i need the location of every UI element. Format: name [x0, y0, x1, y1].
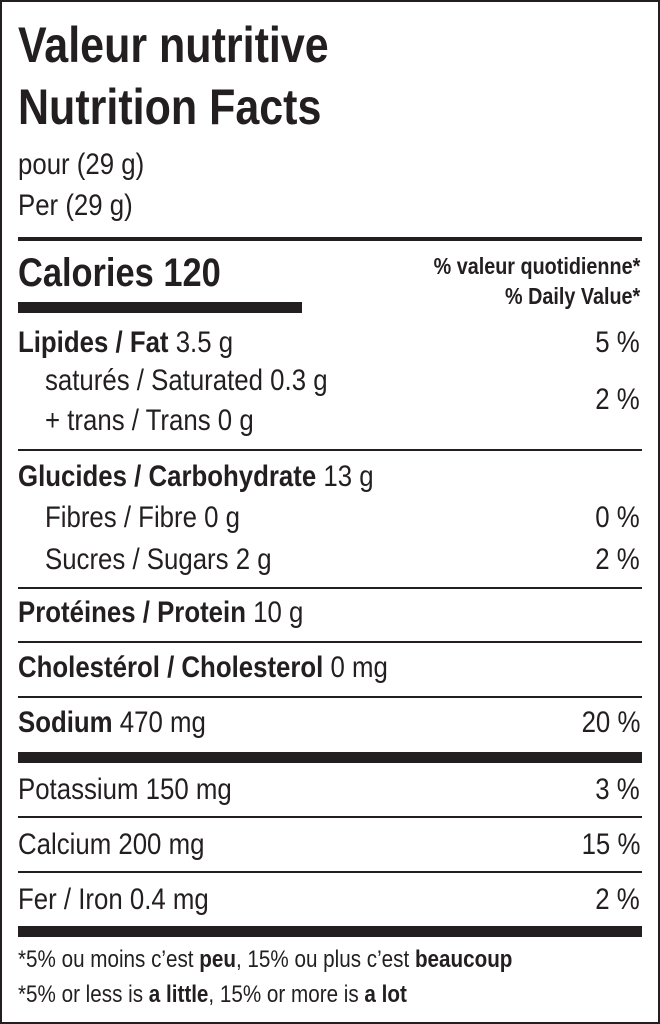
divider [18, 871, 642, 873]
footnote-en-text: *5% or less is [18, 981, 149, 1008]
protein-label: Protéines / Protein [18, 596, 246, 629]
footnote-fr-bold: peu [199, 946, 236, 973]
sugars-row: Sucres / Sugars 2 g [45, 545, 272, 575]
sodium-row: Sodium 470 mg [18, 708, 206, 738]
fibre-label: Fibres / Fibre [45, 501, 197, 534]
cholesterol-row: Cholestérol / Cholesterol 0 mg [18, 653, 388, 683]
calcium-dv: 15 % [581, 828, 640, 861]
saturated-label: saturés / Saturated [45, 364, 263, 397]
footnote-en-bold: a lot [364, 981, 407, 1008]
calcium-amount: 200 mg [118, 828, 205, 861]
fibre-amount: 0 g [204, 501, 241, 534]
sodium-label: Sodium [18, 706, 113, 739]
potassium-amount: 150 mg [145, 773, 232, 806]
calories-value: 120 [163, 251, 221, 295]
protein-row: Protéines / Protein 10 g [18, 598, 303, 628]
calcium-row: Calcium 200 mg [18, 830, 204, 860]
carb-label: Glucides / Carbohydrate [18, 460, 317, 493]
cholesterol-label: Cholestérol / Cholesterol [18, 651, 324, 684]
potassium-label: Potassium [18, 773, 139, 806]
trans-amount: 0 g [217, 404, 254, 437]
divider-thick [18, 926, 642, 937]
carb-amount: 13 g [323, 460, 374, 493]
divider [18, 237, 642, 241]
protein-amount: 10 g [253, 596, 304, 629]
fat-label: Lipides / Fat [18, 326, 169, 359]
fibre-dv: 0 % [595, 501, 640, 534]
iron-row: Fer / Iron 0.4 mg [18, 885, 209, 915]
carb-row: Glucides / Carbohydrate 13 g [18, 462, 374, 492]
cholesterol-amount: 0 mg [330, 651, 388, 684]
calories-label: Calories [18, 251, 154, 295]
title-english: Nutrition Facts [18, 79, 322, 135]
calories-bar [18, 302, 302, 313]
divider [18, 816, 642, 818]
dv-header-french: % valeur quotidienne* [433, 253, 640, 279]
iron-dv: 2 % [595, 883, 640, 916]
serving-size-english: Per (29 g) [18, 189, 133, 222]
potassium-dv: 3 % [595, 773, 640, 806]
footnote-fr-text: *5% ou moins c’est [18, 946, 200, 973]
footnote-en-text: , 15% or more is [208, 981, 365, 1008]
trans-label: + trans / Trans [45, 404, 211, 437]
sugars-dv: 2 % [595, 543, 640, 576]
fat-dv: 5 % [595, 326, 640, 359]
divider-thick [18, 752, 642, 763]
sat-trans-dv: 2 % [595, 383, 640, 416]
saturated-row: saturés / Saturated 0.3 g [45, 366, 328, 396]
sugars-label: Sucres / Sugars [45, 543, 229, 576]
sugars-amount: 2 g [235, 543, 272, 576]
divider [18, 449, 642, 451]
divider [18, 587, 642, 589]
divider [18, 641, 642, 643]
title-french: Valeur nutritive [18, 17, 329, 73]
footnote-french: *5% ou moins c’est peu, 15% ou plus c’es… [18, 948, 512, 972]
calories: Calories 120 [18, 253, 221, 293]
sodium-amount: 470 mg [119, 706, 206, 739]
sodium-dv: 20 % [581, 706, 640, 739]
divider [18, 696, 642, 698]
fat-row: Lipides / Fat 3.5 g [18, 328, 233, 358]
footnote-en-bold: a little [148, 981, 209, 1008]
serving-size-french: pour (29 g) [18, 148, 145, 181]
footnote-fr-text: , 15% ou plus c’est [235, 946, 415, 973]
potassium-row: Potassium 150 mg [18, 775, 232, 805]
footnote-english: *5% or less is a little, 15% or more is … [18, 983, 407, 1007]
fibre-row: Fibres / Fibre 0 g [45, 503, 240, 533]
saturated-amount: 0.3 g [270, 364, 328, 397]
footnote-fr-bold: beaucoup [414, 946, 513, 973]
trans-row: + trans / Trans 0 g [45, 406, 254, 436]
calcium-label: Calcium [18, 828, 112, 861]
fat-amount: 3.5 g [175, 326, 234, 359]
iron-label: Fer / Iron [18, 883, 123, 916]
dv-header-english: % Daily Value* [504, 283, 640, 309]
iron-amount: 0.4 mg [129, 883, 209, 916]
